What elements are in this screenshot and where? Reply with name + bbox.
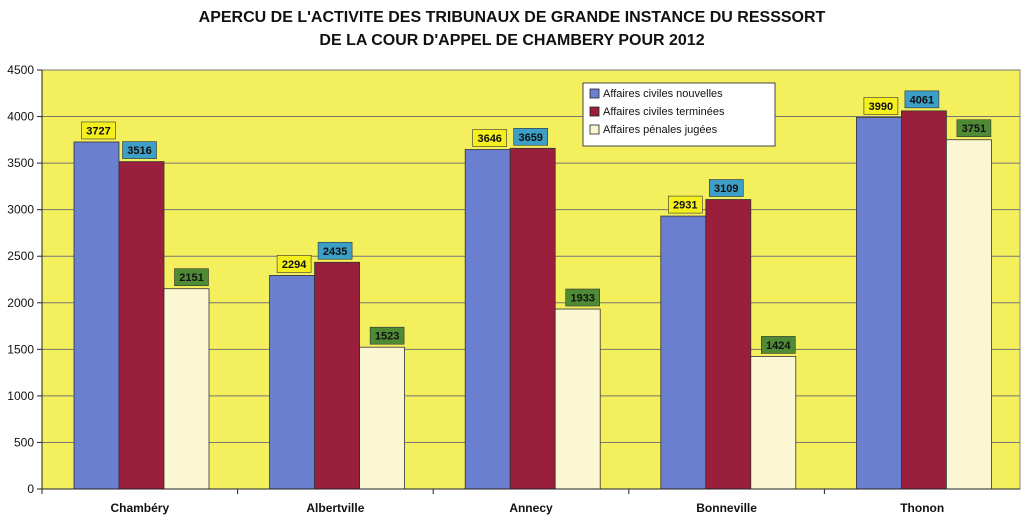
y-tick-label: 500: [14, 435, 34, 449]
data-label: 2151: [179, 272, 203, 284]
data-label: 3659: [518, 132, 542, 144]
bar: [946, 139, 992, 490]
x-axis: Chambéry Albertville Annecy Bonneville Thono…: [41, 488, 1020, 515]
legend-swatch-1: [589, 88, 600, 99]
data-label-box: [956, 119, 992, 138]
data-label-box: [122, 141, 157, 159]
legend-swatch-2: [589, 106, 600, 117]
data-label-box: [369, 326, 405, 345]
data-label: 3751: [962, 123, 986, 135]
y-tick-label: 4000: [7, 110, 34, 124]
legend-swatch-3: [589, 124, 600, 135]
y-tick-label: 2500: [7, 249, 34, 263]
bar: [359, 346, 406, 490]
bar: [554, 308, 601, 490]
y-axis: 0 500 1000 1500 2000 2500 3000 3500 4000 4500: [7, 63, 43, 496]
bars: 3727 3516 2151 2294 2435 1523 3646 3659 1933 2931…: [73, 90, 992, 490]
y-tick-label: 3500: [7, 156, 34, 170]
bar: [705, 199, 752, 490]
data-label: 3990: [869, 101, 893, 113]
data-label: 3109: [714, 183, 738, 195]
legend-box: [582, 82, 776, 147]
data-label-box: [667, 195, 703, 214]
data-label-box: [472, 129, 508, 147]
y-tick-label: 1000: [7, 389, 34, 403]
x-category-label: Chambéry: [110, 501, 169, 515]
bar: [163, 288, 210, 490]
y-tick-label: 2000: [7, 296, 34, 310]
data-label: 2931: [673, 200, 697, 212]
data-label: 1424: [766, 340, 791, 352]
x-category-label: Albertville: [306, 501, 364, 515]
data-label-box: [513, 128, 549, 146]
data-label-box: [276, 255, 312, 273]
bar: [269, 275, 316, 490]
bar: [901, 110, 947, 490]
y-tick-label: 0: [27, 482, 34, 496]
legend: Affaires civiles nouvelles Affaires civi…: [582, 82, 776, 147]
data-label: 2294: [282, 259, 307, 271]
bar: [750, 356, 797, 490]
data-label: 1523: [375, 331, 399, 343]
bar: [509, 147, 556, 490]
data-label-box: [317, 241, 353, 260]
data-label-box: [565, 288, 601, 307]
bar: [314, 261, 361, 490]
data-label: 3646: [477, 133, 501, 145]
chart-subtitle: DE LA COUR D'APPEL DE CHAMBERY POUR 2012: [319, 32, 704, 49]
data-label-box: [174, 268, 209, 287]
bar: [118, 161, 165, 490]
y-tick-label: 3000: [7, 203, 34, 217]
data-label-box: [904, 90, 940, 109]
legend-label-2: Affaires civiles terminées: [603, 106, 725, 118]
chart-title: APERCU DE L'ACTIVITE DES TRIBUNAUX DE GR…: [199, 9, 826, 26]
data-label-box: [760, 336, 796, 354]
data-label: 3516: [127, 145, 151, 157]
data-label-box: [81, 121, 116, 140]
bar: [73, 141, 120, 490]
legend-label-3: Affaires pénales jugées: [603, 124, 718, 136]
bar: [856, 117, 902, 490]
data-label: 4061: [910, 94, 934, 106]
x-category-label: Annecy: [509, 501, 553, 515]
data-label: 1933: [570, 293, 594, 305]
x-category-label: Thonon: [900, 501, 944, 515]
data-label-box: [863, 97, 899, 115]
bar: [464, 149, 511, 490]
bar: [660, 215, 707, 490]
x-category-label: Bonneville: [696, 501, 757, 515]
data-label: 2435: [323, 246, 347, 258]
data-label: 3727: [86, 125, 110, 137]
legend-label-1: Affaires civiles nouvelles: [603, 88, 723, 100]
y-tick-label: 4500: [7, 63, 34, 77]
data-label-box: [708, 179, 744, 197]
y-tick-label: 1500: [7, 342, 34, 356]
